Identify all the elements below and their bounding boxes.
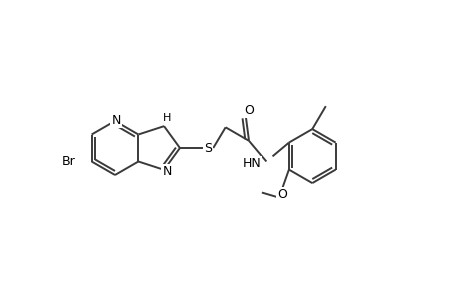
Text: S: S [204,142,212,154]
Text: N: N [111,113,120,127]
Text: O: O [276,188,286,201]
Text: O: O [244,104,253,117]
Text: N: N [162,165,171,178]
Text: H: H [162,113,171,123]
Text: Br: Br [62,155,75,168]
Text: HN: HN [242,157,261,170]
